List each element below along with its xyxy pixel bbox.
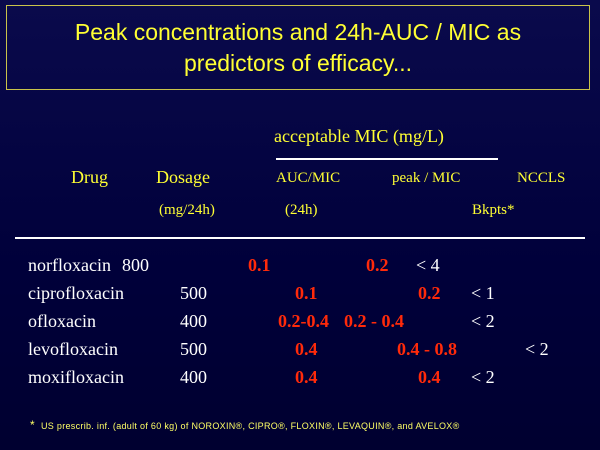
row-5-dose: 400: [180, 367, 207, 387]
slide-title: Peak concentrations and 24h-AUC / MIC as…: [6, 5, 590, 90]
footnote-text: US prescrib. inf. (adult of 60 kg) of NO…: [40, 421, 460, 431]
row-3-auc: 0.2-0.4: [278, 311, 329, 331]
row-2-drug: ciprofloxacin: [28, 283, 124, 303]
row-4-drug: levofloxacin: [28, 339, 118, 359]
row-2-auc: 0.1: [295, 283, 318, 303]
row-3-peak: 0.2 - 0.4: [344, 311, 404, 331]
row-5-peak: 0.4: [418, 367, 441, 387]
row-2-peak: 0.2: [418, 283, 441, 303]
row-3-dose: 400: [180, 311, 207, 331]
row-4-bkpt: < 2: [525, 339, 549, 359]
peak-mic-column-header: peak / MIC: [392, 170, 461, 186]
acceptable-mic-header: acceptable MIC (mg/L): [274, 126, 444, 146]
footnote: * US prescrib. inf. (adult of 60 kg) of N…: [30, 418, 460, 432]
row-1-dose: 800: [122, 255, 149, 275]
row-5-bkpt: < 2: [471, 367, 495, 387]
bkpts-label: Bkpts*: [472, 202, 515, 218]
dosage-unit-label: (mg/24h): [159, 202, 215, 218]
mic-header-underline: [276, 158, 498, 160]
dosage-column-header: Dosage: [156, 167, 210, 187]
footnote-star: *: [30, 418, 35, 432]
row-2-dose: 500: [180, 283, 207, 303]
title-line-1: Peak concentrations and 24h-AUC / MIC as: [74, 19, 522, 45]
row-4-dose: 500: [180, 339, 207, 359]
auc-mic-column-header: AUC/MIC: [276, 170, 341, 186]
title-line-2: predictors of efficacy...: [184, 50, 412, 76]
row-1-drug: norfloxacin: [28, 255, 111, 275]
row-3-drug: ofloxacin: [28, 311, 96, 331]
row-2-bkpt: < 1: [471, 283, 495, 303]
row-4-auc: 0.4: [295, 339, 318, 359]
table-separator: [15, 237, 585, 239]
row-1-peak: 0.2: [366, 255, 389, 275]
nccls-column-header: NCCLS: [517, 170, 566, 186]
row-5-drug: moxifloxacin: [28, 367, 124, 387]
row-5-auc: 0.4: [295, 367, 318, 387]
row-4-peak: 0.4 - 0.8: [397, 339, 457, 359]
auc-unit-label: (24h): [285, 202, 318, 218]
row-1-auc: 0.1: [248, 255, 271, 275]
row-3-bkpt: < 2: [471, 311, 495, 331]
row-1-bkpt: < 4: [416, 255, 440, 275]
drug-column-header: Drug: [71, 167, 108, 187]
